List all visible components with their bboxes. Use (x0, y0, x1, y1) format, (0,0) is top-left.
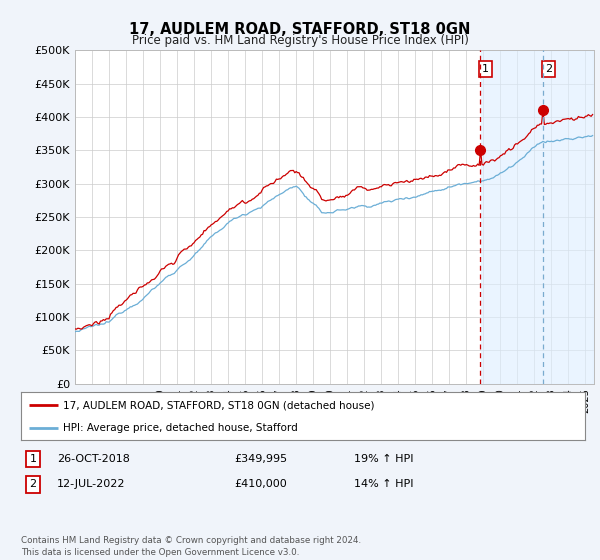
Text: £349,995: £349,995 (234, 454, 287, 464)
Text: £410,000: £410,000 (234, 479, 287, 489)
Text: Price paid vs. HM Land Registry's House Price Index (HPI): Price paid vs. HM Land Registry's House … (131, 34, 469, 46)
Text: 17, AUDLEM ROAD, STAFFORD, ST18 0GN (detached house): 17, AUDLEM ROAD, STAFFORD, ST18 0GN (det… (64, 400, 375, 410)
Text: 2: 2 (29, 479, 37, 489)
Text: 1: 1 (29, 454, 37, 464)
Text: 17, AUDLEM ROAD, STAFFORD, ST18 0GN: 17, AUDLEM ROAD, STAFFORD, ST18 0GN (130, 22, 470, 38)
Text: 14% ↑ HPI: 14% ↑ HPI (354, 479, 413, 489)
Text: 1: 1 (482, 64, 489, 74)
Text: 19% ↑ HPI: 19% ↑ HPI (354, 454, 413, 464)
Text: 26-OCT-2018: 26-OCT-2018 (57, 454, 130, 464)
Text: HPI: Average price, detached house, Stafford: HPI: Average price, detached house, Staf… (64, 423, 298, 433)
Text: 12-JUL-2022: 12-JUL-2022 (57, 479, 125, 489)
Text: Contains HM Land Registry data © Crown copyright and database right 2024.
This d: Contains HM Land Registry data © Crown c… (21, 536, 361, 557)
Text: 2: 2 (545, 64, 552, 74)
